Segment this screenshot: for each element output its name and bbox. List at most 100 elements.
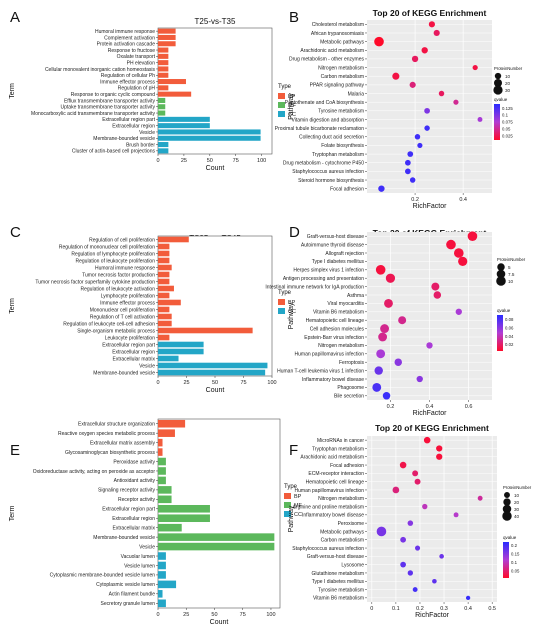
size-legend-title: ProteinNumber (503, 485, 532, 490)
y-tick-label: Graft-versus-host disease (307, 234, 364, 240)
y-tick-label: Pantothenate and CoA biosynthesis (285, 100, 365, 106)
bar (158, 271, 170, 278)
y-tick-label: Extracellular region part (102, 507, 155, 513)
bar (158, 495, 172, 504)
y-tick-label: Cholesterol metabolism (312, 22, 364, 28)
bar (158, 476, 166, 485)
data-point (433, 291, 442, 299)
data-point (378, 185, 385, 192)
x-tick-label: 0.1 (392, 606, 400, 612)
size-legend-dot (497, 263, 505, 271)
plot-area (157, 235, 273, 377)
bar (158, 533, 275, 541)
x-tick-label: 0.4 (426, 404, 434, 410)
data-point (431, 282, 440, 291)
bar (158, 580, 177, 589)
x-tick-label: 50 (212, 380, 218, 386)
y-tick-label: Drug metabolism - cytochrome P450 (283, 161, 364, 167)
bar (158, 348, 204, 355)
plot-area (157, 27, 273, 155)
color-legend-title: qvalue (503, 535, 517, 540)
bar (158, 457, 166, 466)
data-point (439, 554, 444, 559)
size-legend-dot (504, 492, 510, 498)
bar (158, 236, 189, 243)
size-legend-label: 20 (505, 81, 511, 86)
y-tick-label: Cellular monovalent inorganic cation hom… (45, 67, 156, 73)
y-axis-label: Pathway (288, 505, 295, 532)
color-legend-label: 0.2 (511, 543, 518, 548)
y-tick-label: Vitamin B6 metabolism (313, 310, 364, 316)
bar (158, 341, 204, 348)
y-tick-label: Drug metabolism - other enzymes (289, 57, 365, 63)
bar (158, 320, 172, 327)
data-point (372, 382, 382, 392)
y-tick-label: Regulation of cellular Ph (101, 73, 155, 79)
y-tick-label: Extracellular region (112, 123, 155, 129)
y-tick-label: Graft-versus-host disease (307, 554, 364, 560)
legend-swatch (278, 111, 285, 117)
data-point (405, 159, 411, 166)
x-tick-label: 0 (156, 158, 159, 164)
data-point (453, 248, 464, 258)
y-tick-label: Antioxidant activity (114, 478, 156, 484)
y-tick-label: Type I diabetes mellitus (312, 259, 365, 265)
data-point (467, 231, 478, 241)
color-legend: qvalue 0.08 0.06 0.04 0.02 (497, 308, 514, 351)
size-legend-label: 10 (508, 279, 514, 284)
x-tick-label: 0.2 (411, 197, 419, 203)
bar (158, 590, 163, 598)
y-tick-label: Cell adhesion molecules (310, 326, 365, 332)
y-tick-label: Extracellular structure organization (78, 422, 155, 428)
data-point (407, 151, 414, 157)
data-point (472, 64, 478, 71)
bar (158, 313, 172, 320)
data-point (405, 168, 411, 175)
y-tick-label: Staphylococcus aureus infection (292, 546, 364, 552)
size-legend-title: ProteinNumber (497, 257, 526, 262)
size-legend-dot (496, 269, 506, 279)
data-point (407, 520, 414, 526)
bar (158, 116, 210, 122)
data-point (414, 545, 421, 551)
data-point (424, 107, 430, 114)
y-tick-label: Autoimmune thyroid disease (301, 242, 364, 248)
y-tick-label: PPAR signaling pathway (310, 83, 365, 89)
color-legend-bar (497, 315, 503, 351)
x-tick-label: 75 (240, 612, 246, 618)
color-legend-bar (494, 104, 500, 140)
y-tick-label: PH elevation (127, 60, 156, 66)
data-point (414, 134, 421, 140)
bar (158, 79, 186, 85)
legend-label: BP (288, 300, 296, 306)
bar (158, 419, 186, 428)
data-point (423, 436, 431, 444)
legend-title: Type (278, 84, 292, 90)
size-legend-dot (496, 276, 506, 286)
y-tick-label: Hematopoietic cell lineage (306, 318, 365, 324)
y-tick-label: Staphylococcus aureus infection (292, 169, 364, 175)
data-point (374, 366, 383, 375)
y-tick-label: Human T-cell leukemia virus 1 infection (277, 368, 364, 374)
y-tick-label: Vesicle lumen (124, 563, 155, 569)
color-legend-label: 0.06 (505, 325, 514, 330)
data-point (432, 578, 437, 584)
data-point (438, 90, 445, 97)
color-legend: qvalue 0.2 0.15 0.1 0.05 (503, 535, 520, 578)
data-point (428, 21, 435, 28)
legend-swatch (278, 102, 285, 108)
y-tick-label: Focal adhesion (330, 186, 364, 192)
size-legend-dot (503, 498, 511, 506)
data-point (394, 358, 402, 366)
data-point (374, 36, 384, 47)
plot-area (367, 436, 497, 602)
data-point (433, 29, 440, 37)
bar (158, 66, 169, 72)
bar (158, 243, 170, 250)
y-tick-label: Humoral immune response (95, 29, 155, 35)
y-tick-label: Antigen processing and presentation (283, 276, 364, 282)
color-legend-label: 0.075 (502, 120, 513, 125)
x-axis-label: RichFactor (415, 612, 450, 619)
panel-letter: F (289, 442, 298, 459)
y-tick-label: Arachidonic acid metabolism (300, 48, 364, 54)
